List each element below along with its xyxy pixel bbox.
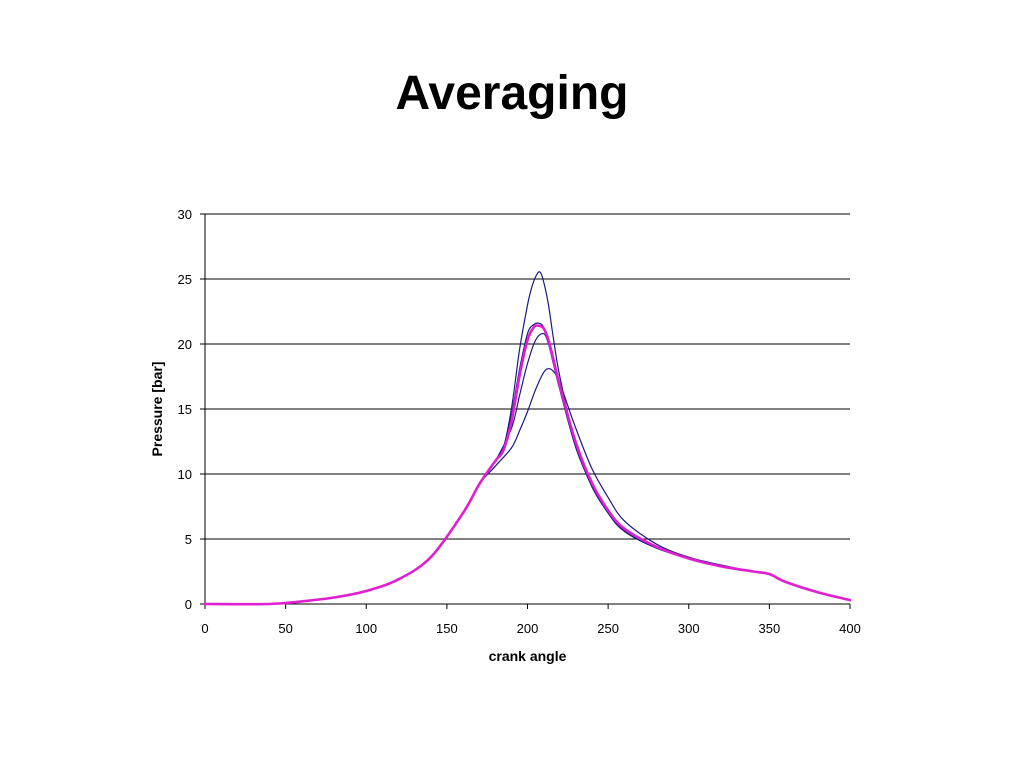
y-tick-label-5: 5 xyxy=(185,532,192,547)
series-line-3 xyxy=(204,332,851,605)
y-tick-label-25: 25 xyxy=(178,272,192,287)
y-tick-label-10: 10 xyxy=(178,467,192,482)
x-tick-label-350: 350 xyxy=(759,621,781,636)
x-tick-label-0: 0 xyxy=(201,621,208,636)
x-tick-label-100: 100 xyxy=(355,621,377,636)
y-tick-label-15: 15 xyxy=(178,402,192,417)
series-group xyxy=(203,271,852,606)
x-tick-label-400: 400 xyxy=(839,621,861,636)
axes xyxy=(200,213,851,609)
series-line-1 xyxy=(204,271,851,605)
slide-title: Averaging xyxy=(395,67,629,120)
series-line-2 xyxy=(204,368,851,605)
x-axis-title: crank angle xyxy=(489,648,567,664)
series-line-5 xyxy=(203,324,852,606)
y-tick-label-0: 0 xyxy=(185,597,192,612)
grid-lines xyxy=(205,213,850,540)
x-tick-label-50: 50 xyxy=(278,621,292,636)
x-tick-label-200: 200 xyxy=(517,621,539,636)
x-tick-label-300: 300 xyxy=(678,621,700,636)
y-tick-label-30: 30 xyxy=(178,207,192,222)
x-tick-label-150: 150 xyxy=(436,621,458,636)
y-axis-title: Pressure [bar] xyxy=(149,362,165,457)
y-tick-label-20: 20 xyxy=(178,337,192,352)
x-tick-label-250: 250 xyxy=(597,621,619,636)
